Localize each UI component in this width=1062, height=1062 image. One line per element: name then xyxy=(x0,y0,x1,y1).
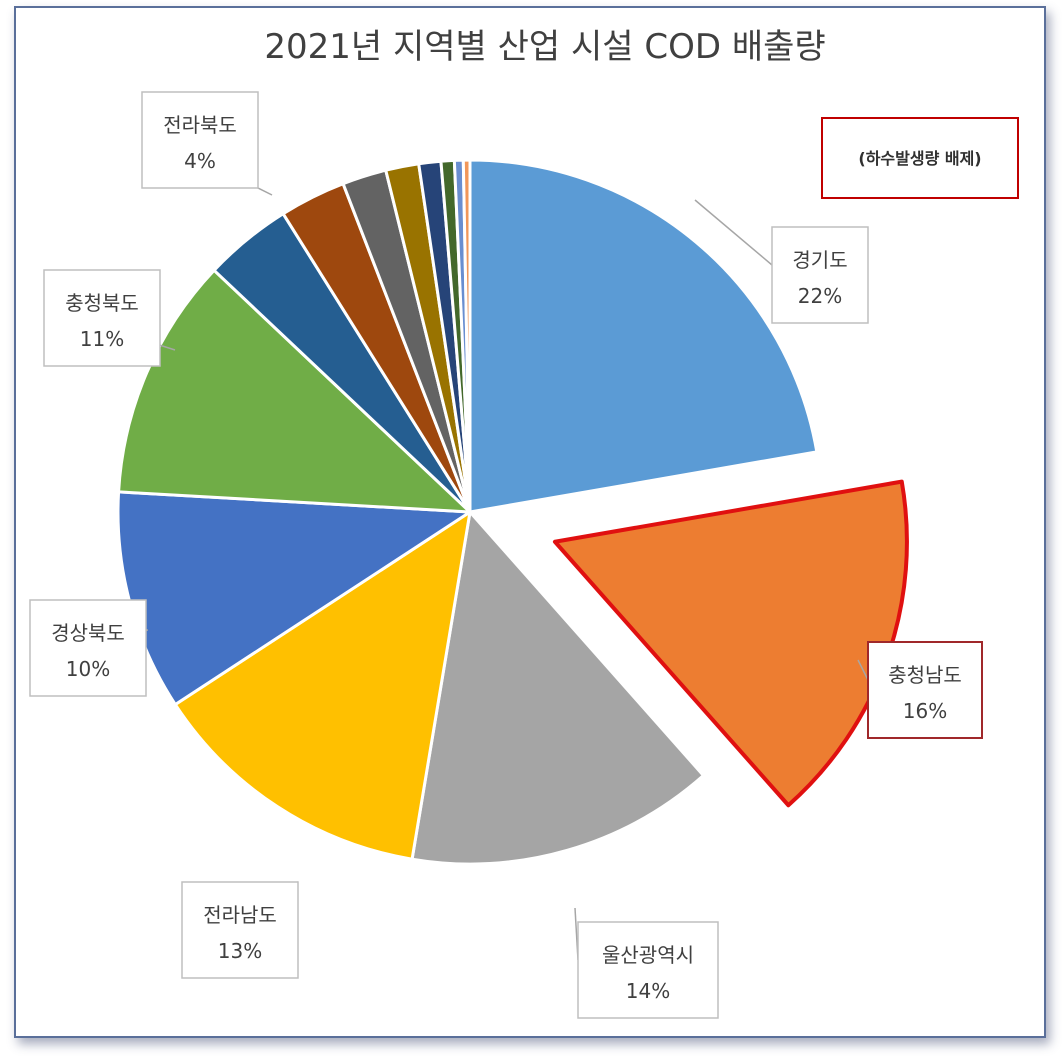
slice-label: 충청북도 xyxy=(65,291,139,315)
slice-labels: 경기도 22% 충청남도 16% 울산광역시 14% 전라남도 13% 경상북도 10% 충청북도 1… xyxy=(29,91,983,1019)
slice-value-label: 22% xyxy=(798,284,842,308)
slice-value-label: 11% xyxy=(80,327,124,351)
data-label-box xyxy=(29,599,147,697)
slice-label: 경상북도 xyxy=(51,621,125,645)
slice-label: 경기도 xyxy=(792,248,847,272)
slice-label: 전라남도 xyxy=(203,903,277,927)
leader-line xyxy=(694,199,773,266)
slice-value-label: 13% xyxy=(218,939,262,963)
data-label-box xyxy=(577,921,719,1019)
leader-line xyxy=(857,659,869,681)
slice-value-label: 10% xyxy=(66,657,110,681)
annotation-box xyxy=(821,117,1019,199)
pie-slice-경기도 xyxy=(468,158,819,514)
slice-label: 전라북도 xyxy=(163,113,237,137)
pie-slice-전라남도 xyxy=(173,510,472,861)
pie-slice-충청북도 xyxy=(117,268,472,514)
pie-slice-13 xyxy=(461,158,472,514)
slice-value-label: 16% xyxy=(903,699,947,723)
data-label-box xyxy=(771,226,869,324)
data-label-box xyxy=(141,91,259,189)
data-label-box xyxy=(43,269,161,367)
data-label-box xyxy=(181,881,299,979)
slice-value-label: 4% xyxy=(184,149,216,173)
slice-label: 울산광역시 xyxy=(602,943,694,967)
slice-value-label: 14% xyxy=(626,979,670,1003)
data-label-box xyxy=(867,641,983,739)
pie-slice-울산광역시 xyxy=(410,510,705,866)
chart-title: 2021년 지역별 산업 시설 COD 배출량 xyxy=(264,27,825,67)
pie-slices xyxy=(116,158,909,866)
annotation-text: (하수발생량 배제) xyxy=(858,149,981,168)
slice-label: 충청남도 xyxy=(888,663,962,687)
